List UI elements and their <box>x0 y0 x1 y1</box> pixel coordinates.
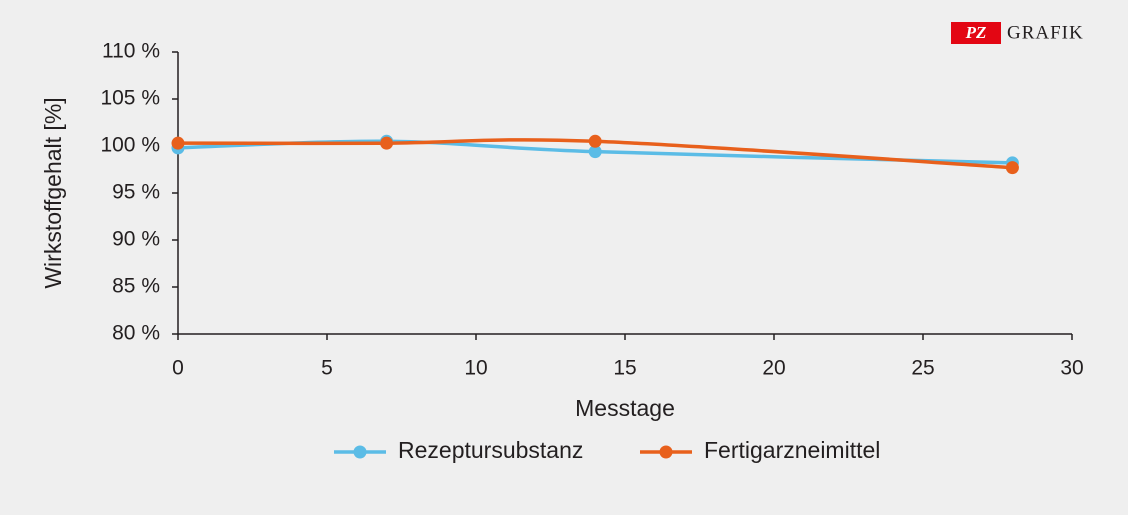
data-point <box>380 136 394 150</box>
x-tick-label: 25 <box>911 357 934 380</box>
y-tick-label: 85 % <box>112 275 160 298</box>
y-tick-label: 90 % <box>112 228 160 251</box>
y-axis-title: Wirkstoffgehalt [%] <box>40 97 66 288</box>
data-point <box>171 136 185 150</box>
legend-marker <box>659 445 673 459</box>
data-point <box>588 134 602 148</box>
data-point <box>1005 161 1019 175</box>
legend-label: Fertigarzneimittel <box>704 437 880 463</box>
logo-badge-text: PZ <box>965 23 987 42</box>
y-tick-label: 110 % <box>102 40 160 63</box>
y-tick-label: 80 % <box>112 322 160 345</box>
x-tick-label: 0 <box>172 357 184 380</box>
logo-badge <box>951 22 1001 44</box>
legend-marker <box>353 445 367 459</box>
data-point <box>588 145 602 159</box>
x-tick-label: 10 <box>464 357 487 380</box>
x-tick-label: 20 <box>762 357 785 380</box>
series-line <box>177 138 1013 170</box>
y-tick-label: 100 % <box>100 134 160 157</box>
x-tick-label: 30 <box>1060 357 1083 380</box>
x-axis-title: Messtage <box>575 395 675 421</box>
y-tick-label: 105 % <box>100 87 160 110</box>
x-tick-label: 15 <box>613 357 636 380</box>
y-tick-label: 95 % <box>112 181 160 204</box>
logo-text: GRAFIK <box>1007 22 1084 43</box>
x-tick-label: 5 <box>321 357 333 380</box>
legend-label: Rezeptursubstanz <box>398 437 583 463</box>
